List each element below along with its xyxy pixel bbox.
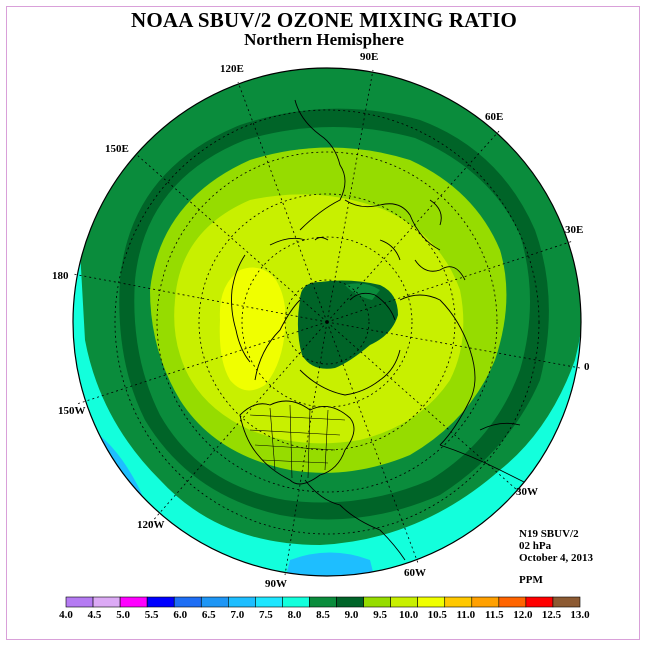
info-instrument: N19 SBUV/2 [519, 528, 579, 540]
lon-label-30e: 30E [565, 224, 583, 236]
colorbar-swatch [119, 596, 148, 608]
lon-label-60w: 60W [404, 567, 426, 579]
info-unit: PPM [519, 574, 543, 586]
colorbar-label: 8.0 [288, 609, 302, 621]
page-title: NOAA SBUV/2 OZONE MIXING RATIO [131, 8, 517, 32]
colorbar-label: 7.0 [230, 609, 244, 621]
field-yellow [219, 267, 286, 391]
colorbar-swatch [363, 596, 391, 608]
colorbar-swatch [65, 596, 94, 608]
map-border [72, 67, 582, 577]
colorbar-swatch [525, 596, 554, 608]
colorbar-label: 4.0 [59, 609, 73, 621]
colorbar-label: 6.0 [173, 609, 187, 621]
colorbar-label: 7.5 [259, 609, 273, 621]
lon-label-150w: 150W [58, 405, 86, 417]
colorbar-swatch [309, 596, 337, 608]
colorbar-swatch [552, 596, 581, 608]
lon-label-90e: 90E [360, 51, 378, 63]
colorbar-label: 5.5 [145, 609, 159, 621]
colorbar-swatch [255, 596, 283, 608]
lon-label-120w: 120W [137, 519, 165, 531]
field-pole-mid [345, 283, 380, 300]
lon-label-30w: 30W [516, 486, 538, 498]
colorbar-label: 6.5 [202, 609, 216, 621]
colorbar-label: 5.0 [116, 609, 130, 621]
colorbar-swatch [390, 596, 418, 608]
plot-frame [6, 6, 640, 640]
lon-label-180: 180 [52, 270, 69, 282]
colorbar-swatch [471, 596, 500, 608]
colorbar-swatch [146, 596, 175, 608]
colorbar-swatch [200, 596, 229, 608]
colorbar-label: 10.5 [428, 609, 448, 621]
colorbar-swatch [92, 596, 121, 608]
lon-label-0: 0 [584, 361, 590, 373]
lon-label-60e: 60E [485, 111, 503, 123]
info-date: October 4, 2013 [519, 552, 594, 564]
graticule [72, 69, 581, 576]
colorbar-swatch [228, 596, 256, 608]
colorbar-swatch [444, 596, 473, 608]
colorbar: 4.0 4.5 5.0 5.5 6.0 6.5 7.0 7.5 8.0 8.5 9.0 9.5 10.0… [59, 596, 590, 621]
political-boundaries [249, 404, 346, 479]
colorbar-label: 9.5 [373, 609, 387, 621]
colorbar-label: 12.5 [542, 609, 562, 621]
colorbar-label: 11.0 [456, 609, 475, 621]
colorbar-swatch [336, 596, 364, 608]
colorbar-label: 11.5 [485, 609, 504, 621]
lon-label-120e: 120E [220, 63, 244, 75]
colorbar-label: 10.0 [399, 609, 419, 621]
lon-label-90w: 90W [265, 578, 287, 590]
colorbar-swatch [173, 596, 202, 608]
colorbar-label: 8.5 [316, 609, 330, 621]
colorbar-label: 9.0 [345, 609, 359, 621]
page-subtitle: Northern Hemisphere [244, 30, 404, 49]
coastlines [231, 99, 541, 561]
colorbar-swatch [282, 596, 310, 608]
colorbar-label: 12.0 [513, 609, 533, 621]
info-level: 02 hPa [519, 540, 552, 552]
colorbar-swatch [498, 596, 527, 608]
lon-label-150e: 150E [105, 143, 129, 155]
field-blue-patch-2 [280, 552, 380, 576]
colorbar-swatch [417, 596, 446, 608]
colorbar-label: 4.5 [88, 609, 102, 621]
colorbar-label: 13.0 [570, 609, 590, 621]
